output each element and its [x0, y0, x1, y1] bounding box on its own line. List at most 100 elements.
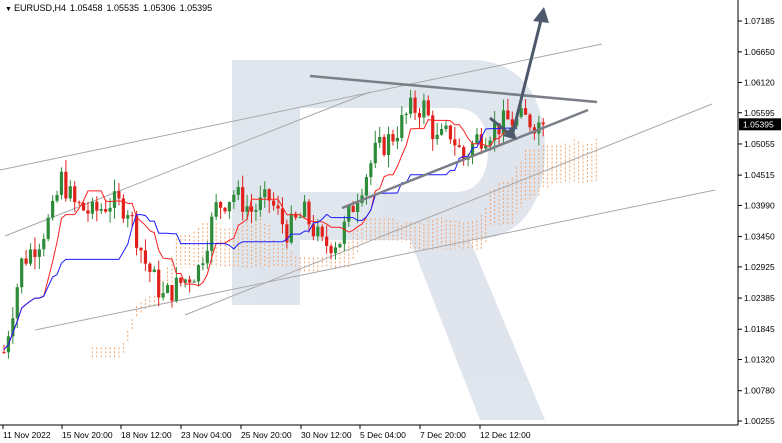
- candle-body: [294, 213, 298, 218]
- candle-body: [457, 145, 461, 148]
- candle-body: [285, 224, 289, 243]
- trendline: [0, 43, 603, 171]
- candle-body: [453, 139, 457, 146]
- candle-body: [329, 245, 333, 254]
- candle-body: [325, 236, 329, 246]
- candle-body: [20, 258, 24, 288]
- price-tick-label: 1.01320: [744, 355, 775, 365]
- time-axis[interactable]: 11 Nov 2022 15 Nov 20:00 18 Nov 12:00 23 No…: [0, 424, 738, 440]
- candle-body: [506, 110, 510, 120]
- candle-body: [413, 97, 417, 113]
- candle-body: [382, 136, 386, 155]
- current-price-box: [739, 118, 781, 131]
- time-tick-label: 11 Nov 2022: [3, 430, 51, 440]
- candle-body: [351, 205, 355, 213]
- candle-body: [95, 201, 99, 211]
- candle-body: [11, 318, 15, 337]
- ohlc-header: ▼ EURUSD,H4 1.05458 1.05535 1.05306 1.05395: [5, 3, 216, 13]
- candle-body: [77, 202, 81, 204]
- price-tick-label: 1.05595: [744, 108, 775, 118]
- candle-body: [364, 177, 369, 196]
- candle-body: [227, 201, 232, 212]
- price-tick-label: 1.03990: [744, 200, 775, 210]
- candle-body: [117, 191, 121, 199]
- candle-body: [196, 265, 201, 282]
- candle-body: [148, 263, 152, 273]
- kijun-line: [3, 127, 517, 350]
- candle-body: [46, 217, 50, 239]
- candle-body: [276, 205, 280, 209]
- candle-body: [135, 215, 139, 248]
- candle-body: [161, 293, 165, 298]
- candle-body: [537, 122, 541, 134]
- candle-body: [121, 198, 125, 219]
- candle-body: [373, 142, 377, 164]
- candle-body: [470, 143, 475, 157]
- candle-body: [263, 189, 267, 198]
- candle-body: [462, 147, 466, 160]
- candle-body: [422, 100, 426, 118]
- current-price-label: 1.05395: [739, 118, 781, 131]
- candle-body: [400, 115, 404, 138]
- low-value: 1.05306: [143, 3, 176, 13]
- candle-body: [205, 250, 209, 264]
- candle-body: [307, 201, 311, 225]
- price-axis[interactable]: 1.07185 1.06650 1.06120 1.05595 1.05055 1.045…: [737, 0, 775, 426]
- candle-body: [188, 279, 192, 283]
- candle-body: [99, 209, 103, 211]
- time-tick-label: 15 Nov 20:00: [62, 430, 113, 440]
- time-tick-label: 25 Nov 20:00: [241, 430, 292, 440]
- candle-body: [333, 247, 338, 254]
- time-tick-label: 18 Nov 12:00: [121, 430, 172, 440]
- candle-body: [347, 205, 351, 222]
- candle-body: [214, 202, 218, 217]
- candle-body: [258, 197, 262, 210]
- tenkan-line: [3, 119, 517, 350]
- candle-body: [386, 134, 391, 155]
- candle-body: [210, 216, 214, 251]
- candle-body: [493, 123, 497, 141]
- indicator-lines: [3, 119, 517, 350]
- candle-body: [90, 201, 94, 214]
- candle-body: [316, 226, 320, 237]
- candle-body: [519, 108, 523, 117]
- candle-body: [356, 202, 360, 213]
- arrow-up-stroke: [510, 19, 543, 137]
- candle-body: [2, 352, 6, 354]
- candle-body: [395, 137, 399, 142]
- price-tick-label: 1.00780: [744, 386, 775, 396]
- price-tick-label: 1.02925: [744, 262, 775, 272]
- candle-body: [223, 207, 227, 212]
- candle-body: [475, 134, 479, 144]
- candle-body: [431, 115, 435, 140]
- candle-body: [479, 134, 483, 149]
- candle-body: [42, 238, 46, 250]
- candle-body: [126, 215, 130, 219]
- candle-body: [139, 247, 143, 251]
- trendlines: [0, 43, 716, 331]
- candle-body: [484, 145, 488, 149]
- candle-body: [179, 277, 183, 283]
- candle-body: [64, 171, 68, 199]
- candle-body: [236, 187, 240, 195]
- candle-body: [28, 249, 33, 264]
- arrow-down-head: [503, 126, 517, 140]
- candle-body: [165, 284, 170, 294]
- candle-body: [249, 206, 254, 212]
- pattern-upper-line: [309, 74, 598, 104]
- candle-body: [218, 202, 223, 208]
- candle-body: [448, 125, 453, 140]
- menu-triangle-icon[interactable]: ▼: [5, 6, 12, 13]
- candle-body: [192, 281, 196, 283]
- candle-body: [86, 210, 90, 214]
- candle-body: [104, 209, 108, 212]
- candle-body: [170, 284, 174, 301]
- price-tick-label: 1.06120: [744, 77, 775, 87]
- time-tick-label: 7 Dec 20:00: [420, 430, 466, 440]
- candle-body: [24, 258, 28, 264]
- candle-body: [409, 97, 413, 114]
- candle-body: [112, 191, 117, 208]
- candle-body: [289, 213, 293, 243]
- candle-body: [108, 207, 112, 212]
